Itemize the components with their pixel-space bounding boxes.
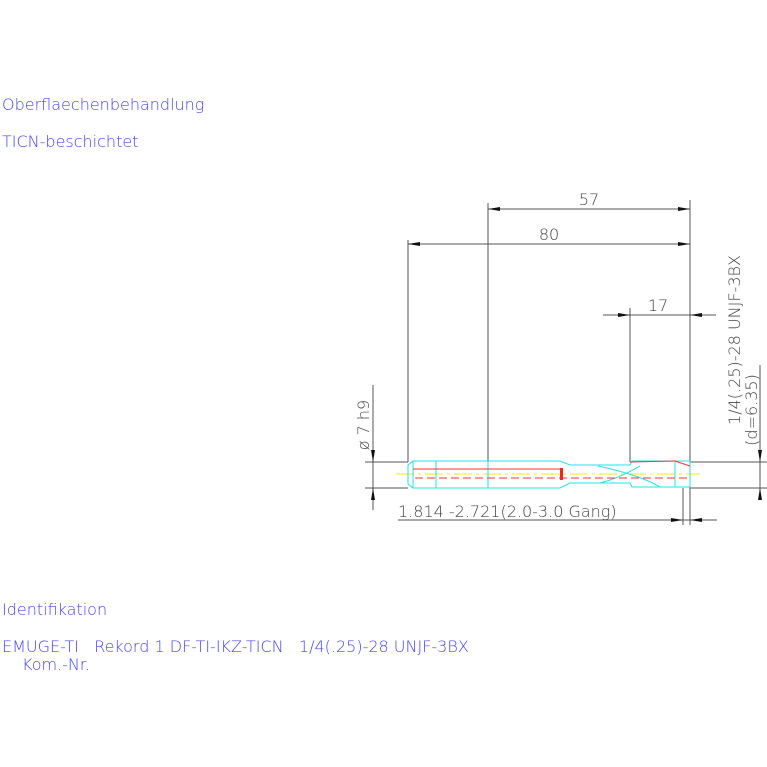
kom-nr: Kom.-Nr. <box>22 655 90 674</box>
dimension-thread: 1/4(.25)-28 UNJF-3BX (d=6.35) <box>725 255 762 500</box>
dimension-17: 17 <box>603 296 716 317</box>
dimension-chamfer: 1.814 -2.721(2.0-3.0 Gang) <box>398 502 717 522</box>
ident-value: EMUGE-TI Rekord 1 DF-TI-IKZ-TICN 1/4(.25… <box>2 637 469 656</box>
surface-heading: Oberflaechenbehandlung <box>2 95 204 114</box>
extension-lines <box>365 200 767 525</box>
tool-outline <box>396 460 700 489</box>
ident-heading: Identifikation <box>2 600 107 619</box>
diameter-label: ø 7 h9 <box>354 400 373 450</box>
thread-label: 1/4(.25)-28 UNJF-3BX <box>725 255 744 425</box>
dimension-80: 80 <box>408 225 690 246</box>
dimension-diameter: ø 7 h9 <box>354 385 375 510</box>
chamfer-label: 1.814 -2.721(2.0-3.0 Gang) <box>398 502 617 521</box>
thread-d-label: (d=6.35) <box>742 374 761 446</box>
dim-57-label: 57 <box>579 190 599 209</box>
surface-value: TICN-beschichtet <box>2 132 138 151</box>
dim-17-label: 17 <box>648 296 668 315</box>
dimension-57: 57 <box>488 190 690 211</box>
dim-80-label: 80 <box>539 225 559 244</box>
